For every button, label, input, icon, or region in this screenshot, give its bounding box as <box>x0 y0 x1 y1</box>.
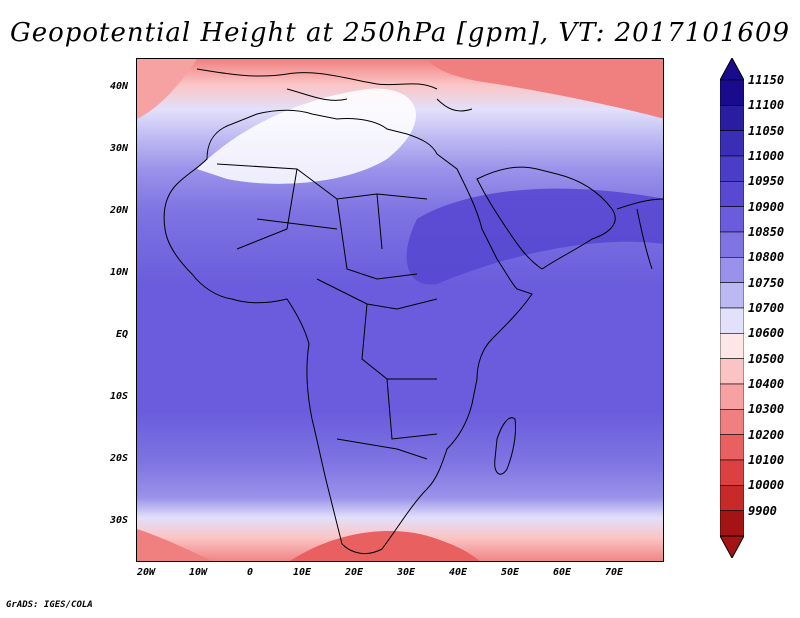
colorbar-segment <box>720 231 744 258</box>
colorbar-segment <box>720 307 744 334</box>
lon-tick-40e: 40E <box>448 567 468 578</box>
lat-tick-20n: 20N <box>109 205 128 216</box>
colorbar-segment <box>720 257 744 283</box>
colorbar-segment <box>720 358 744 385</box>
colorbar-level-label: 10950 <box>748 174 785 189</box>
lon-tick-10e: 10E <box>292 567 312 578</box>
colorbar-level-label: 10500 <box>748 351 785 366</box>
chart-title: Geopotential Height at 250hPa [gpm], VT:… <box>9 18 791 48</box>
europe-coastline <box>196 68 473 112</box>
coastlines <box>163 68 663 555</box>
colorbar-level-label: 11150 <box>748 73 785 87</box>
lat-tick-20s: 20S <box>109 453 128 464</box>
lat-tick-eq: EQ <box>115 329 128 340</box>
colorbar-top-arrow <box>720 58 744 81</box>
lon-tick-60e: 60E <box>552 567 572 578</box>
south-trough <box>290 531 480 561</box>
colorbar-bottom-arrow <box>720 535 744 558</box>
lon-tick-70e: 70E <box>604 567 624 578</box>
colorbar-level-label: 10800 <box>748 250 785 265</box>
colorbar-segment <box>720 79 744 106</box>
colorbar-segment <box>720 383 744 410</box>
northwest-trough <box>137 59 197 119</box>
colorbar-segment <box>720 206 744 233</box>
lon-tick-20w: 20W <box>136 567 156 578</box>
height-field-map <box>137 59 663 561</box>
high-band <box>406 188 663 285</box>
madagascar-coastline <box>494 417 516 475</box>
lon-tick-10w: 10W <box>188 567 208 578</box>
colorbar-level-label: 10900 <box>748 199 785 214</box>
colorbar <box>720 58 744 558</box>
colorbar-segment <box>720 130 744 157</box>
colorbar-level-label: 10300 <box>748 402 785 417</box>
colorbar-segment <box>720 155 744 182</box>
colorbar-segment <box>720 282 744 309</box>
lon-tick-50e: 50E <box>500 567 520 578</box>
colorbar-segment <box>720 181 744 207</box>
lat-tick-30n: 30N <box>109 143 128 154</box>
colorbar-level-label: 10700 <box>748 301 785 315</box>
colorbar-level-label: 11000 <box>748 149 785 163</box>
colorbar-segment <box>720 485 744 511</box>
colorbar-segment <box>720 333 744 359</box>
colorbar-level-label: 10600 <box>748 326 785 341</box>
colorbar-segment <box>720 105 744 131</box>
lon-tick-20e: 20E <box>344 567 364 578</box>
arabia-coastline <box>476 166 616 270</box>
credit-text: GrADS: IGES/COLA <box>6 600 93 610</box>
africa-coastline <box>163 109 533 555</box>
colorbar-segment <box>720 459 744 486</box>
southwest-trough <box>137 529 213 561</box>
country-borders <box>216 163 438 460</box>
colorbar-segment <box>720 434 744 461</box>
lat-tick-10n: 10N <box>109 267 128 278</box>
colorbar-level-label: 11050 <box>748 123 785 138</box>
sahara-ridge <box>197 88 416 184</box>
lat-tick-10s: 10S <box>109 391 128 402</box>
lat-tick-40n: 40N <box>109 81 128 92</box>
lat-tick-30s: 30S <box>109 515 128 526</box>
colorbar-level-label: 10400 <box>748 377 785 391</box>
colorbar-level-label: 10850 <box>748 225 785 239</box>
lon-tick-30e: 30E <box>396 567 416 578</box>
colorbar-level-label: 10750 <box>748 275 785 290</box>
northeast-trough <box>427 59 663 119</box>
colorbar-segment <box>720 409 744 435</box>
colorbar-level-label: 10200 <box>748 427 785 442</box>
lon-tick-0: 0 <box>246 567 254 578</box>
colorbar-segment <box>720 510 744 537</box>
colorbar-level-label: 11100 <box>748 98 785 113</box>
colorbar-level-label: 10100 <box>748 453 785 467</box>
colorbar-level-label: 9900 <box>748 503 777 518</box>
india-coastline <box>616 198 663 270</box>
colorbar-level-label: 10000 <box>748 478 785 493</box>
map-panel <box>136 58 664 562</box>
